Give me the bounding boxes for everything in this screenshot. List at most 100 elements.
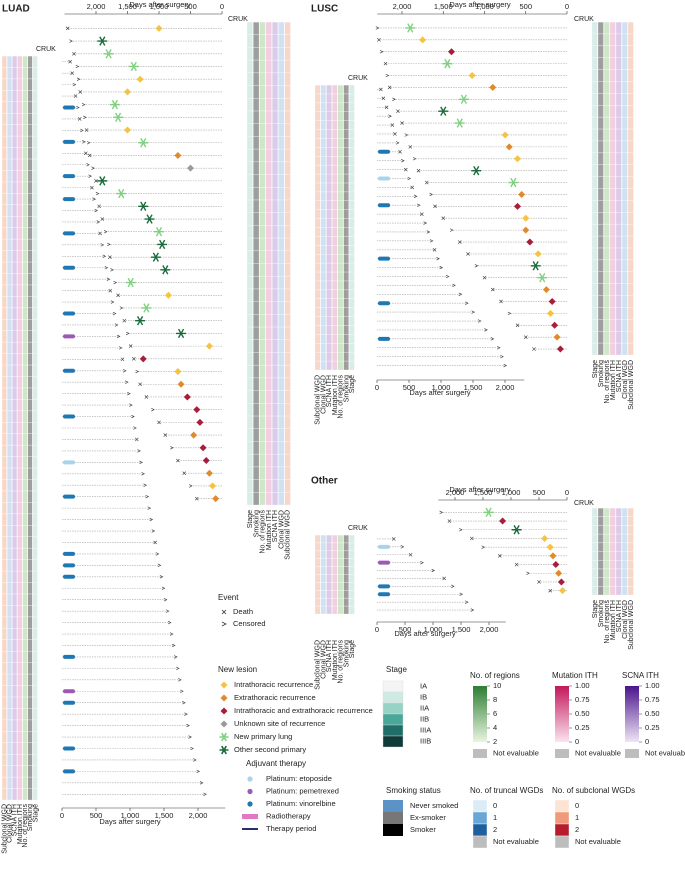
censored-marker [113,280,117,285]
censored-marker [157,563,162,568]
heatmap-column-label: Clonal WGD [320,375,327,414]
heatmap-column-label: Mutation ITH [332,640,339,680]
heatmap-column-label: Clonal WGD [320,640,327,679]
heatmap-column [22,55,28,801]
lesion-marker [138,138,149,148]
censored-marker [426,230,431,234]
censored-marker [379,50,384,54]
lesion-marker [454,118,465,128]
death-marker [98,231,102,236]
death-marker [441,216,446,221]
legend-symbol [221,621,227,627]
legend-swatch [382,735,404,748]
id-header: CRUK [228,16,248,23]
death-marker [532,347,536,351]
censored-marker [413,194,418,198]
x-tick-label: 500 [184,2,197,11]
censored-marker [465,600,469,604]
color-bar-label: 0.75 [575,695,590,704]
lesion-marker [526,238,534,246]
color-bar-label: 2 [493,737,497,746]
censored-marker [420,560,424,565]
lesion-marker [541,534,549,542]
censored-marker [116,334,121,339]
censored-marker [412,157,417,161]
legend-label: Platinum: vinorelbine [266,799,336,808]
censored-marker [500,354,504,359]
heatmap-column-label: Clonal WGD [278,510,285,549]
censored-marker [151,408,155,412]
legend-label: Radiotherapy [266,811,311,820]
adjuvant-therapy [63,311,75,316]
lesion-marker [138,201,149,212]
lesion-marker [177,380,185,388]
x-tick-label: 1,000 [150,2,169,11]
censored-marker [88,174,92,178]
censored-marker [182,701,186,705]
lesion-marker [97,176,108,186]
heatmap-column-label: No. of regions [338,640,345,684]
death-marker [403,167,408,172]
heatmap-column-label: Mutation ITH [332,375,339,415]
censored-marker [103,230,108,234]
adjuvant-therapy [63,368,75,373]
color-bar-label: 0.50 [575,709,590,718]
color-bar [473,686,487,742]
lesion-marker [553,333,561,341]
legend-swatch [382,691,404,704]
heatmap-column-label: SCNA ITH [272,510,279,542]
censored-marker [141,472,145,476]
censored-marker [86,141,91,145]
heatmap-column-label: SCNA ITH [12,804,19,836]
censored-marker [458,292,463,296]
legend-symbol [219,745,229,755]
censored-marker [497,346,501,350]
adjuvant-therapy [378,584,390,589]
lesion-marker [534,250,542,258]
heatmap-column-label: Stage [349,640,356,658]
legend-swatch [472,835,488,849]
legend-label: Therapy period [266,824,316,833]
death-marker [537,580,541,584]
censored-marker [81,102,86,107]
adjuvant-therapy [378,176,390,181]
color-bar-label: 8 [493,695,497,704]
censored-marker [151,529,156,533]
censored-marker [477,319,482,323]
adjuvant-therapy [378,560,390,565]
death-marker [70,71,75,75]
censored-marker [133,426,137,430]
lesion-marker [196,418,204,426]
lesion-marker [537,272,548,283]
death-marker [157,420,161,425]
censored-marker [203,792,207,796]
death-marker [433,204,437,209]
x-tick-label: 1,000 [121,811,140,820]
legend-label: Not evaluable [493,748,539,757]
death-marker [384,105,389,110]
legend-label: Not evaluable [645,748,685,757]
death-marker [482,275,487,280]
heatmap-column-label: SCNA ITH [326,375,333,407]
legend-symbol [219,732,229,742]
censored-marker [176,666,180,671]
lesion-marker [176,328,187,339]
censored-marker [400,545,405,549]
censored-marker [69,39,73,43]
death-marker [497,554,502,558]
censored-marker [429,192,433,197]
lesion-marker [136,75,144,83]
adjuvant-therapy [63,689,75,694]
censored-marker [407,176,412,181]
lesion-marker [103,49,114,59]
lesion-marker [419,36,427,44]
legend-label: IA [420,681,427,690]
censored-marker [80,128,84,133]
censored-marker [188,484,193,488]
adjuvant-therapy [378,592,390,597]
x-tick-label: 1,500 [452,625,471,634]
death-marker [398,149,402,154]
censored-marker [112,311,117,316]
adjuvant-therapy [63,174,75,179]
censored-marker [125,331,130,336]
